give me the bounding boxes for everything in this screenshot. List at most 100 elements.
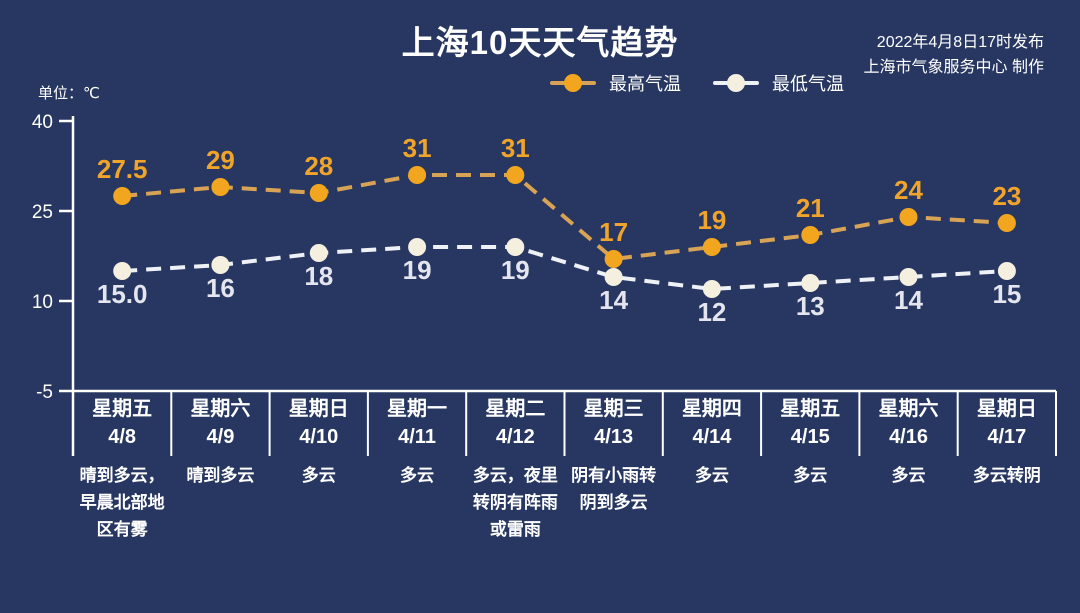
forecast-column: 星期四 4/14 多云 <box>663 398 761 489</box>
day-label: 星期日 <box>288 398 349 420</box>
forecast-column: 星期日 4/10 多云 <box>270 398 368 489</box>
max-temp-value-label: 24 <box>894 175 923 205</box>
chart-legend: 最高气温 最低气温 <box>550 70 844 96</box>
date-label: 4/12 <box>495 426 535 448</box>
max-temp-point <box>899 208 918 226</box>
min-temp-value-label: 14 <box>599 285 628 315</box>
weather-description-line: 多云 <box>301 466 336 485</box>
weather-description-line: 多云 <box>694 466 729 485</box>
forecast-column: 星期三 4/13 阴有小雨转 阴到多云 <box>565 398 663 516</box>
day-label: 星期三 <box>583 398 644 420</box>
weather-description-line: 多云转阴 <box>972 466 1041 485</box>
forecast-column: 星期二 4/12 多云，夜里转阴有阵雨或雷雨 <box>466 398 564 543</box>
weather-description: 多云转阴 <box>958 462 1056 489</box>
date-label: 4/9 <box>206 426 235 448</box>
forecast-column: 星期六 4/16 多云 <box>859 398 957 489</box>
legend-item-min-temp: 最低气温 <box>713 70 844 96</box>
min-temp-value-label: 14 <box>894 285 923 315</box>
issued-author: 上海市气象服务中心 制作 <box>863 59 1044 76</box>
weather-description: 多云，夜里转阴有阵雨或雷雨 <box>466 462 564 543</box>
min-temp-point <box>899 268 918 286</box>
weather-description-line: 转阴有阵雨 <box>472 493 558 512</box>
legend-label-max-temp: 最高气温 <box>609 74 681 94</box>
weather-description-line: 或雷雨 <box>489 520 541 539</box>
min-temp-value-label: 15.0 <box>97 279 148 309</box>
max-temp-legend-dot <box>564 74 582 92</box>
issued-info: 2022年4月8日17时发布 上海市气象服务中心 制作 <box>864 30 1044 80</box>
day-label: 星期二 <box>485 398 546 420</box>
min-temp-legend-dot <box>727 74 745 92</box>
y-tick-label: -5 <box>36 382 53 403</box>
max-temp-point <box>211 178 230 196</box>
max-temp-value-label: 28 <box>304 151 333 181</box>
min-temp-point <box>408 238 427 256</box>
date-label: 4/16 <box>889 426 928 448</box>
min-temp-value-label: 19 <box>501 255 530 285</box>
date-label: 4/14 <box>692 426 732 448</box>
max-temp-value-label: 19 <box>697 205 726 235</box>
day-label: 星期日 <box>976 398 1037 420</box>
max-temp-value-label: 21 <box>796 193 825 223</box>
day-label: 星期六 <box>190 398 251 420</box>
min-temp-point <box>801 274 820 292</box>
forecast-column: 星期六 4/9 晴到多云 <box>171 398 269 489</box>
max-temp-point <box>801 226 820 244</box>
forecast-column: 星期五 4/15 多云 <box>761 398 859 489</box>
date-label: 4/10 <box>299 426 339 448</box>
weather-description-line: 多云 <box>400 466 435 485</box>
max-temp-point <box>997 214 1016 232</box>
max-temp-point <box>309 184 328 202</box>
y-tick-label: 10 <box>32 292 53 313</box>
day-label: 星期六 <box>878 398 939 420</box>
legend-label-min-temp: 最低气温 <box>772 74 844 94</box>
page-title: 上海10天天气趋势 <box>401 24 679 61</box>
min-temp-value-label: 16 <box>206 273 235 303</box>
weather-description: 晴到多云， 早晨北部地区有雾 <box>73 462 171 543</box>
max-temp-value-label: 31 <box>403 133 432 163</box>
weather-description-line: 阴有小雨转 <box>571 466 657 485</box>
min-temp-point <box>309 244 328 262</box>
max-temp-value-label: 29 <box>206 145 235 175</box>
date-label: 4/13 <box>594 426 634 448</box>
weather-description: 多云 <box>368 462 466 489</box>
min-temp-point <box>506 238 525 256</box>
issued-datetime: 2022年4月8日17时发布 <box>876 34 1044 51</box>
day-label: 星期五 <box>92 398 153 420</box>
weather-description: 多云 <box>859 462 957 489</box>
max-temp-point <box>604 250 623 268</box>
max-temp-point <box>113 187 132 205</box>
min-temp-value-label: 19 <box>403 255 432 285</box>
max-temp-point <box>408 166 427 184</box>
weather-description-line: 区有雾 <box>96 520 148 539</box>
weather-description: 多云 <box>270 462 368 489</box>
min-temp-line <box>122 245 1008 292</box>
forecast-column: 星期五 4/8 晴到多云， 早晨北部地区有雾 <box>73 398 171 543</box>
min-temp-point <box>113 262 132 280</box>
min-temp-value-label: 13 <box>796 291 825 321</box>
weather-description: 晴到多云 <box>171 462 269 489</box>
max-temp-value-label: 31 <box>501 133 530 163</box>
date-label: 4/11 <box>398 426 436 448</box>
date-label: 4/15 <box>790 426 830 448</box>
min-temp-value-label: 12 <box>697 297 726 327</box>
max-temp-value-label: 17 <box>599 217 628 247</box>
unit-label: 单位：℃ <box>38 85 100 102</box>
y-tick-label: 40 <box>32 112 53 133</box>
weather-description-line: 早晨北部地 <box>79 493 165 512</box>
legend-item-max-temp: 最高气温 <box>550 70 681 96</box>
weather-description: 阴有小雨转 阴到多云 <box>565 462 663 516</box>
min-temp-legend-marker-icon <box>713 73 759 93</box>
weather-description: 多云 <box>663 462 761 489</box>
day-label: 星期四 <box>681 398 742 420</box>
date-label: 4/8 <box>108 426 137 448</box>
weather-description-line: 晴到多云， <box>79 466 165 485</box>
weather-description-line: 晴到多云 <box>186 466 255 485</box>
y-tick-label: 25 <box>32 202 53 223</box>
min-temp-point <box>997 262 1016 280</box>
weather-description-line: 多云，夜里 <box>472 466 558 485</box>
min-temp-point <box>702 280 721 298</box>
min-temp-point <box>211 256 230 274</box>
min-temp-point <box>604 268 623 286</box>
